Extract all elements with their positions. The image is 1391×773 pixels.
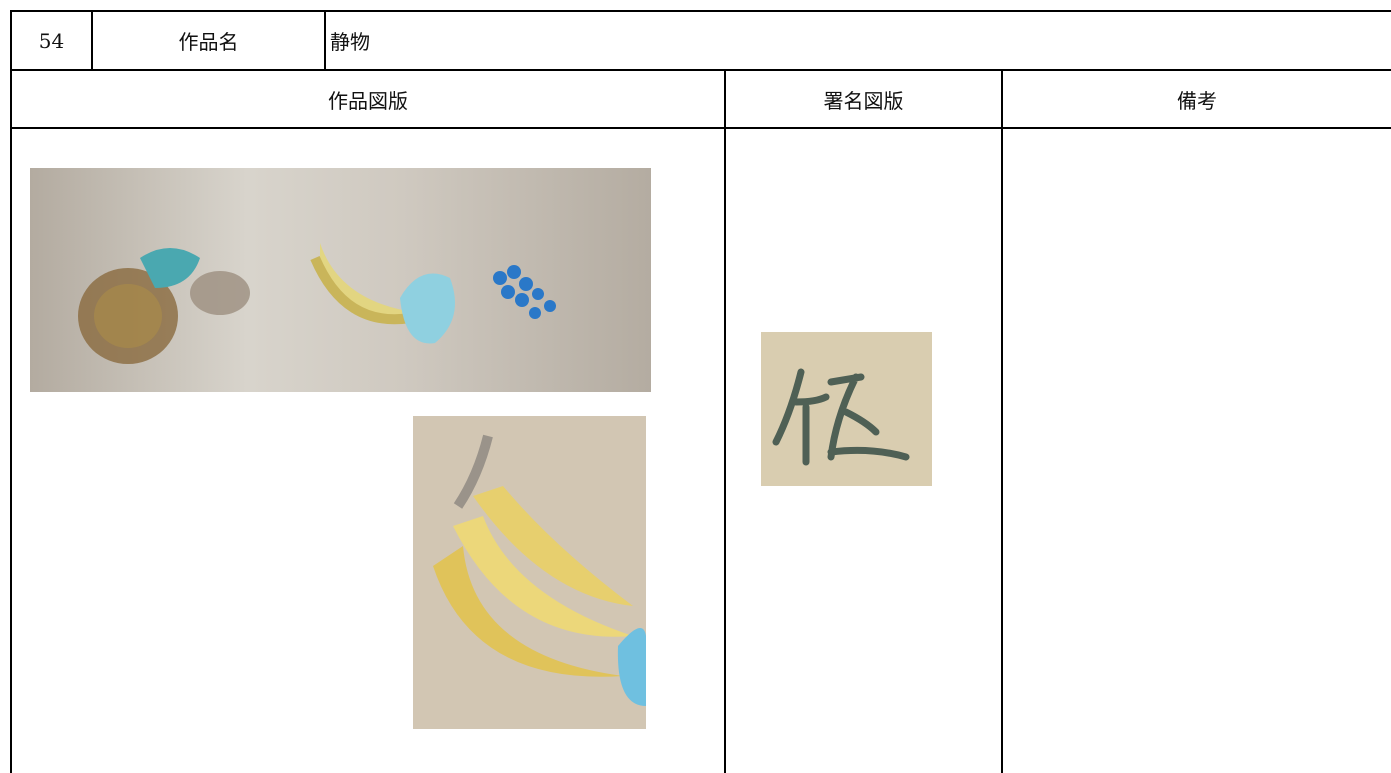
- label: 作品名: [178, 30, 239, 54]
- header: 署名図版: [823, 88, 904, 113]
- border: [10, 10, 1391, 12]
- artwork-image: [30, 168, 651, 392]
- number: 54: [38, 28, 65, 53]
- border: [10, 69, 1391, 71]
- border: [1001, 70, 1003, 773]
- border: [10, 10, 12, 773]
- border: [724, 70, 726, 773]
- border: [324, 10, 326, 70]
- artwork-detail-image: [413, 416, 646, 729]
- header: 備考: [1177, 88, 1217, 113]
- border: [91, 10, 93, 70]
- signature-image: [761, 332, 932, 486]
- header: 作品図版: [328, 88, 408, 113]
- title: 静物: [330, 30, 370, 54]
- border: [10, 127, 1391, 129]
